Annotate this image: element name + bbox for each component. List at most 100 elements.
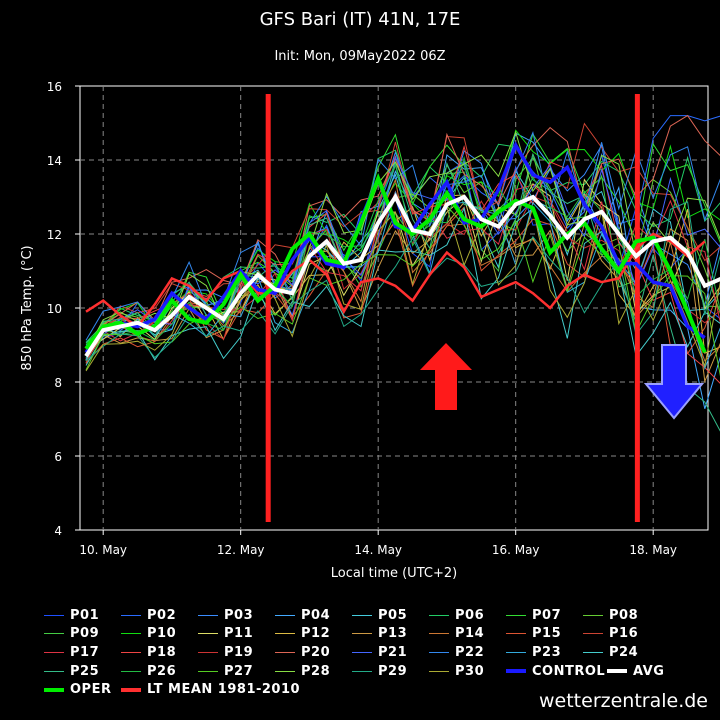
legend-label: P01 [70,607,100,623]
main-series [84,141,720,358]
y-tick-label: 16 [47,80,62,94]
control-line [84,141,706,354]
legend-item: LT MEAN 1981-2010 [121,682,321,697]
y-tick-label: 8 [54,376,62,390]
legend: P01 P02 P03 P04 P05 P06 P07 P08 P09 P10 P11 P12 P13 P… [44,606,714,699]
y-tick-label: 6 [54,450,62,464]
legend-swatch [198,651,218,653]
x-tick-label: 10. May [79,543,127,557]
oper-line [84,172,707,354]
legend-label: P30 [455,663,485,679]
legend-row: P01 P02 P03 P04 P05 P06 P07 P08 [44,606,714,625]
legend-label: P27 [224,663,254,679]
legend-swatch [352,651,372,653]
ensemble-member-line [85,155,720,348]
legend-item: P26 [121,664,198,679]
chart-subtitle: Init: Mon, 09May2022 06Z [274,49,445,64]
legend-label: P08 [609,607,639,623]
legend-label: P07 [532,607,562,623]
legend-item: P16 [583,626,660,641]
legend-item: P09 [44,626,121,641]
y-tick-label: 12 [47,228,62,242]
legend-swatch [583,633,603,635]
legend-item: P19 [198,645,275,660]
legend-item: P24 [583,645,660,660]
legend-swatch [506,651,526,653]
legend-label: P14 [455,626,485,642]
legend-swatch [44,633,64,635]
legend-swatch [506,614,526,616]
legend-swatch [429,670,449,672]
legend-item: P07 [506,608,583,623]
legend-swatch [506,669,526,674]
legend-label: P28 [301,663,331,679]
legend-item: P29 [352,664,429,679]
legend-item: P13 [352,626,429,641]
legend-label: P29 [378,663,408,679]
ensemble-member-line [85,114,720,348]
legend-item: P11 [198,626,275,641]
down-arrow-icon [643,344,705,420]
legend-label: CONTROL [532,663,606,679]
legend-item: P17 [44,645,121,660]
x-axis-ticks: 10. May 12. May 14. May 16. May 18. May [79,530,677,557]
legend-label: P18 [147,644,177,660]
legend-label: P02 [147,607,177,623]
legend-item: P28 [275,664,352,679]
ensemble-member-line [85,130,720,341]
legend-label: P21 [378,644,408,660]
legend-label: P16 [609,626,639,642]
legend-label: P10 [147,626,177,642]
legend-row: P09 P10 P11 P12 P13 P14 P15 P16 [44,625,714,644]
legend-swatch [352,633,372,635]
avg-line [84,193,720,358]
legend-swatch [275,614,295,616]
y-tick-label: 10 [47,302,62,316]
legend-item: P21 [352,645,429,660]
x-tick-label: 16. May [492,543,540,557]
legend-item: P03 [198,608,275,623]
legend-label: P09 [70,626,100,642]
legend-item: P14 [429,626,506,641]
legend-swatch [198,633,218,635]
legend-item: OPER [44,682,121,697]
legend-swatch [121,670,141,672]
legend-swatch [583,614,603,616]
legend-item: P06 [429,608,506,623]
legend-item: P04 [275,608,352,623]
legend-label: P13 [378,626,408,642]
legend-swatch [506,633,526,635]
legend-label: P05 [378,607,408,623]
legend-swatch [121,614,141,616]
legend-label: P26 [147,663,177,679]
ensemble-chart: GFS Bari (IT) 41N, 17E Init: Mon, 09May2… [20,9,720,581]
legend-item: P08 [583,608,660,623]
ensemble-member-line [85,155,720,346]
legend-item: P22 [429,645,506,660]
legend-swatch [198,670,218,672]
legend-item: CONTROL [506,664,607,679]
legend-swatch [352,614,372,616]
legend-row: P25 P26 P27 P28 P29 P30 CONTROL AVG [44,662,714,681]
legend-item: AVG [607,664,684,679]
legend-item: P05 [352,608,429,623]
legend-swatch [429,651,449,653]
legend-label: LT MEAN 1981-2010 [147,682,301,698]
legend-swatch [583,651,603,653]
legend-label: P11 [224,626,254,642]
legend-label: P22 [455,644,485,660]
period-markers [265,94,640,522]
legend-swatch [121,687,141,692]
legend-swatch [275,670,295,672]
legend-item: P23 [506,645,583,660]
legend-item: P20 [275,645,352,660]
legend-label: P25 [70,663,100,679]
legend-item: P25 [44,664,121,679]
legend-swatch [275,651,295,653]
legend-swatch [44,614,64,616]
y-axis-label: 850 hPa Temp. (°C) [20,245,35,370]
legend-swatch [275,633,295,635]
legend-item: P01 [44,608,121,623]
chart-title: GFS Bari (IT) 41N, 17E [260,9,461,30]
legend-swatch [121,633,141,635]
